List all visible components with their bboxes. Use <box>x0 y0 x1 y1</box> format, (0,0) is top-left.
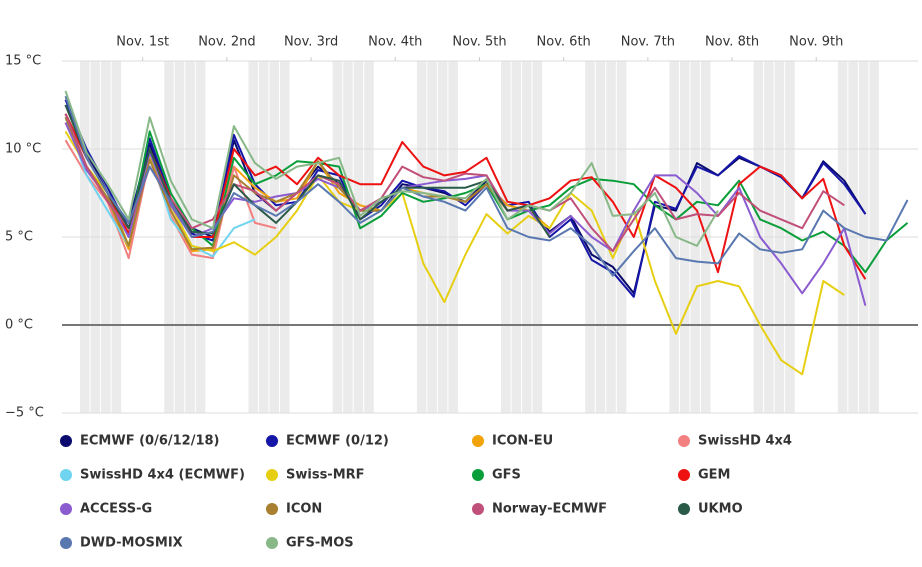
x-tick-label: Nov. 4th <box>368 35 422 50</box>
legend-swatch <box>472 503 484 515</box>
legend-swatch <box>60 435 72 447</box>
legend-swatch <box>472 469 484 481</box>
y-tick-label: −5 °C <box>5 406 44 421</box>
legend-swatch <box>60 469 72 481</box>
legend-swatch <box>472 435 484 447</box>
x-tick-label: Nov. 9th <box>789 35 843 50</box>
legend-label: SwissHD 4x4 (ECMWF) <box>80 468 245 483</box>
legend-label: Swiss-MRF <box>286 468 365 483</box>
legend-label: GEM <box>698 468 731 483</box>
x-tick-label: Nov. 5th <box>452 35 506 50</box>
y-tick-label: 5 °C <box>5 230 33 245</box>
legend-label: SwissHD 4x4 <box>698 434 792 449</box>
legend-swatch <box>60 537 72 549</box>
series-line <box>64 113 867 280</box>
y-tick-label: 15 °C <box>5 54 41 69</box>
series-line <box>64 122 867 306</box>
x-tick-label: Nov. 6th <box>537 35 591 50</box>
y-tick-label: 0 °C <box>5 318 33 333</box>
legend-label: DWD-MOSMIX <box>80 536 183 551</box>
x-tick-label: Nov. 2nd <box>198 35 255 50</box>
x-tick-label: Nov. 3rd <box>284 35 338 50</box>
series-line <box>64 116 509 251</box>
legend-label: ICON-EU <box>492 434 553 449</box>
y-tick-label: 10 °C <box>5 142 41 157</box>
legend-swatch <box>266 503 278 515</box>
series-line <box>64 95 909 277</box>
legend-swatch <box>266 469 278 481</box>
legend-label: GFS-MOS <box>286 536 354 551</box>
legend-swatch <box>678 469 690 481</box>
legend-label: ECMWF (0/6/12/18) <box>80 434 220 449</box>
legend-label: ACCESS-G <box>80 502 152 517</box>
legend-label: UKMO <box>698 502 743 517</box>
series-line <box>64 130 845 376</box>
legend-swatch <box>60 503 72 515</box>
x-tick-label: Nov. 8th <box>705 35 759 50</box>
series-line <box>64 139 277 260</box>
legend-label: ECMWF (0/12) <box>286 434 389 449</box>
legend-swatch <box>678 435 690 447</box>
x-tick-label: Nov. 7th <box>621 35 675 50</box>
legend-label: ICON <box>286 502 322 517</box>
legend-label: Norway-ECMWF <box>492 502 607 517</box>
legend-swatch <box>266 435 278 447</box>
legend-label: GFS <box>492 468 521 483</box>
legend-swatch <box>678 503 690 515</box>
series-line <box>64 90 719 247</box>
series-line <box>64 104 551 238</box>
x-tick-label: Nov. 1st <box>116 35 169 50</box>
legend-swatch <box>266 537 278 549</box>
